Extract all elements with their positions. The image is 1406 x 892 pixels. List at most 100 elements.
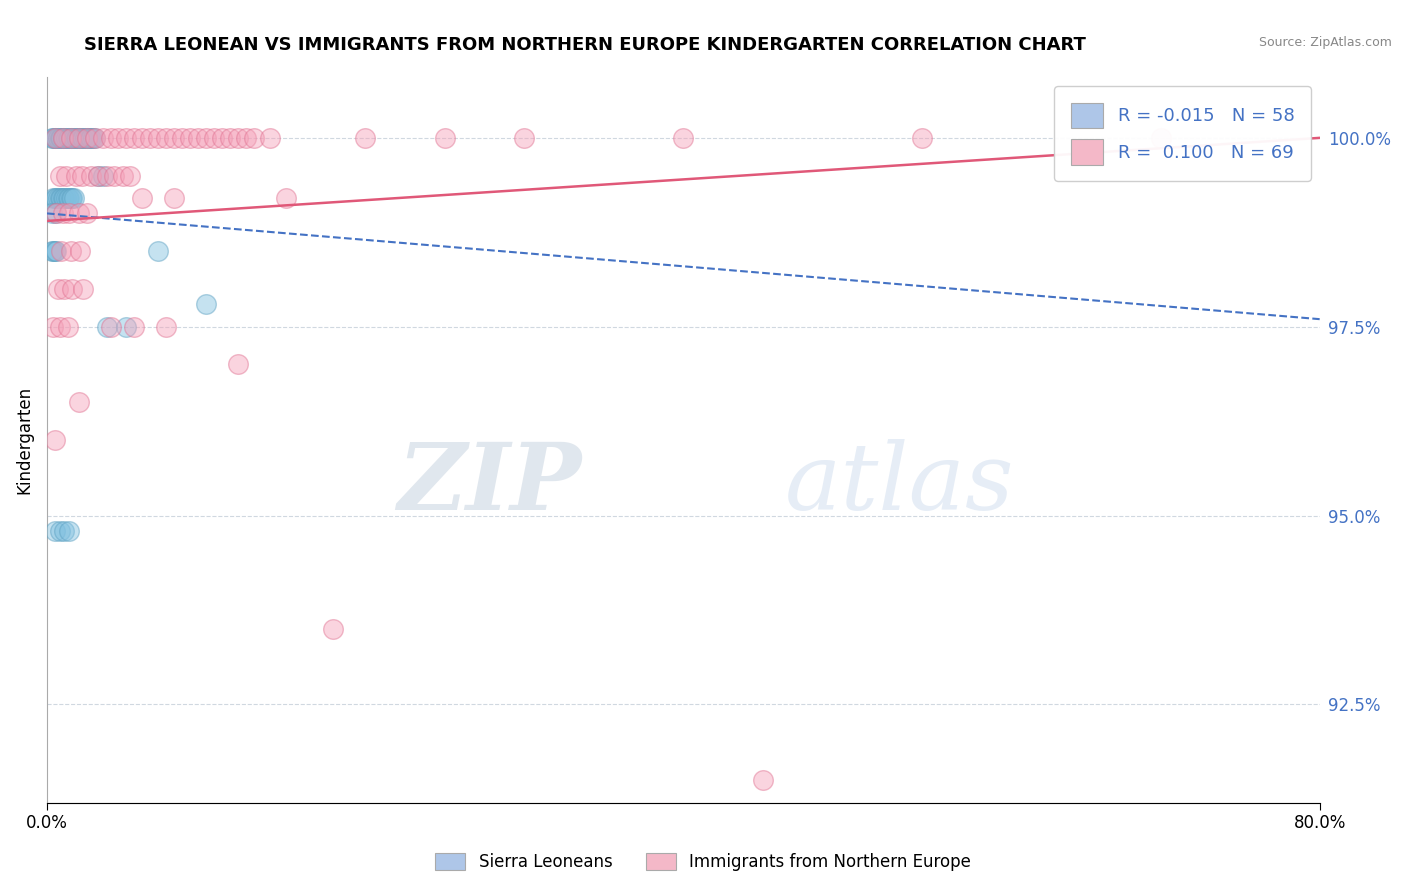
Text: Source: ZipAtlas.com: Source: ZipAtlas.com — [1258, 36, 1392, 49]
Point — [115, 319, 138, 334]
Point — [69, 131, 91, 145]
Text: atlas: atlas — [785, 439, 1015, 529]
Point — [226, 131, 249, 145]
Point — [131, 191, 153, 205]
Point — [42, 131, 65, 145]
Text: ZIP: ZIP — [398, 439, 582, 529]
Point — [195, 131, 218, 145]
Point — [124, 319, 146, 334]
Point — [52, 191, 75, 205]
Point — [77, 131, 100, 145]
Point — [76, 131, 98, 145]
Point — [163, 191, 186, 205]
Point — [59, 191, 82, 205]
Point — [52, 206, 75, 220]
Point — [226, 358, 249, 372]
Point — [148, 131, 170, 145]
Point — [235, 131, 257, 145]
Point — [148, 244, 170, 259]
Point — [48, 524, 70, 538]
Point — [46, 131, 69, 145]
Point — [66, 131, 89, 145]
Point — [53, 524, 76, 538]
Point — [80, 169, 103, 183]
Point — [83, 131, 105, 145]
Point — [91, 131, 114, 145]
Point — [172, 131, 194, 145]
Point — [259, 131, 281, 145]
Point — [322, 622, 344, 636]
Point — [107, 131, 129, 145]
Point — [155, 319, 177, 334]
Point — [131, 131, 153, 145]
Point — [112, 169, 135, 183]
Point — [44, 524, 66, 538]
Point — [45, 206, 67, 220]
Point — [45, 206, 67, 220]
Point — [44, 131, 66, 145]
Point — [44, 191, 66, 205]
Point — [218, 131, 240, 145]
Point — [51, 191, 73, 205]
Point — [56, 191, 79, 205]
Point — [96, 319, 118, 334]
Point — [44, 244, 66, 259]
Point — [48, 191, 70, 205]
Point — [67, 131, 90, 145]
Point — [67, 131, 90, 145]
Point — [179, 131, 201, 145]
Point — [45, 131, 67, 145]
Point — [56, 319, 79, 334]
Point — [58, 524, 80, 538]
Point — [83, 131, 105, 145]
Point — [44, 433, 66, 447]
Point — [87, 169, 110, 183]
Point — [1149, 131, 1171, 145]
Point — [70, 169, 93, 183]
Point — [67, 395, 90, 409]
Point — [752, 772, 775, 787]
Point — [65, 169, 87, 183]
Point — [75, 131, 97, 145]
Point — [72, 131, 94, 145]
Point — [139, 131, 162, 145]
Point — [69, 244, 91, 259]
Point — [48, 131, 70, 145]
Point — [433, 131, 456, 145]
Point — [51, 244, 73, 259]
Point — [41, 206, 63, 220]
Point — [53, 131, 76, 145]
Legend: Sierra Leoneans, Immigrants from Northern Europe: Sierra Leoneans, Immigrants from Norther… — [427, 845, 979, 880]
Point — [155, 131, 177, 145]
Point — [58, 206, 80, 220]
Point — [52, 131, 75, 145]
Point — [80, 131, 103, 145]
Point — [59, 244, 82, 259]
Point — [100, 131, 122, 145]
Point — [60, 282, 83, 296]
Point — [87, 169, 110, 183]
Point — [96, 169, 118, 183]
Point — [67, 206, 90, 220]
Point — [42, 191, 65, 205]
Point — [63, 191, 86, 205]
Y-axis label: Kindergarten: Kindergarten — [15, 386, 32, 494]
Point — [52, 131, 75, 145]
Point — [118, 169, 141, 183]
Point — [59, 131, 82, 145]
Point — [274, 191, 297, 205]
Point — [60, 131, 83, 145]
Point — [76, 131, 98, 145]
Point — [202, 131, 225, 145]
Point — [53, 191, 76, 205]
Point — [48, 319, 70, 334]
Point — [60, 191, 83, 205]
Point — [76, 206, 98, 220]
Point — [58, 191, 80, 205]
Point — [91, 169, 114, 183]
Point — [58, 131, 80, 145]
Point — [354, 131, 377, 145]
Point — [911, 131, 934, 145]
Point — [82, 131, 104, 145]
Point — [59, 131, 82, 145]
